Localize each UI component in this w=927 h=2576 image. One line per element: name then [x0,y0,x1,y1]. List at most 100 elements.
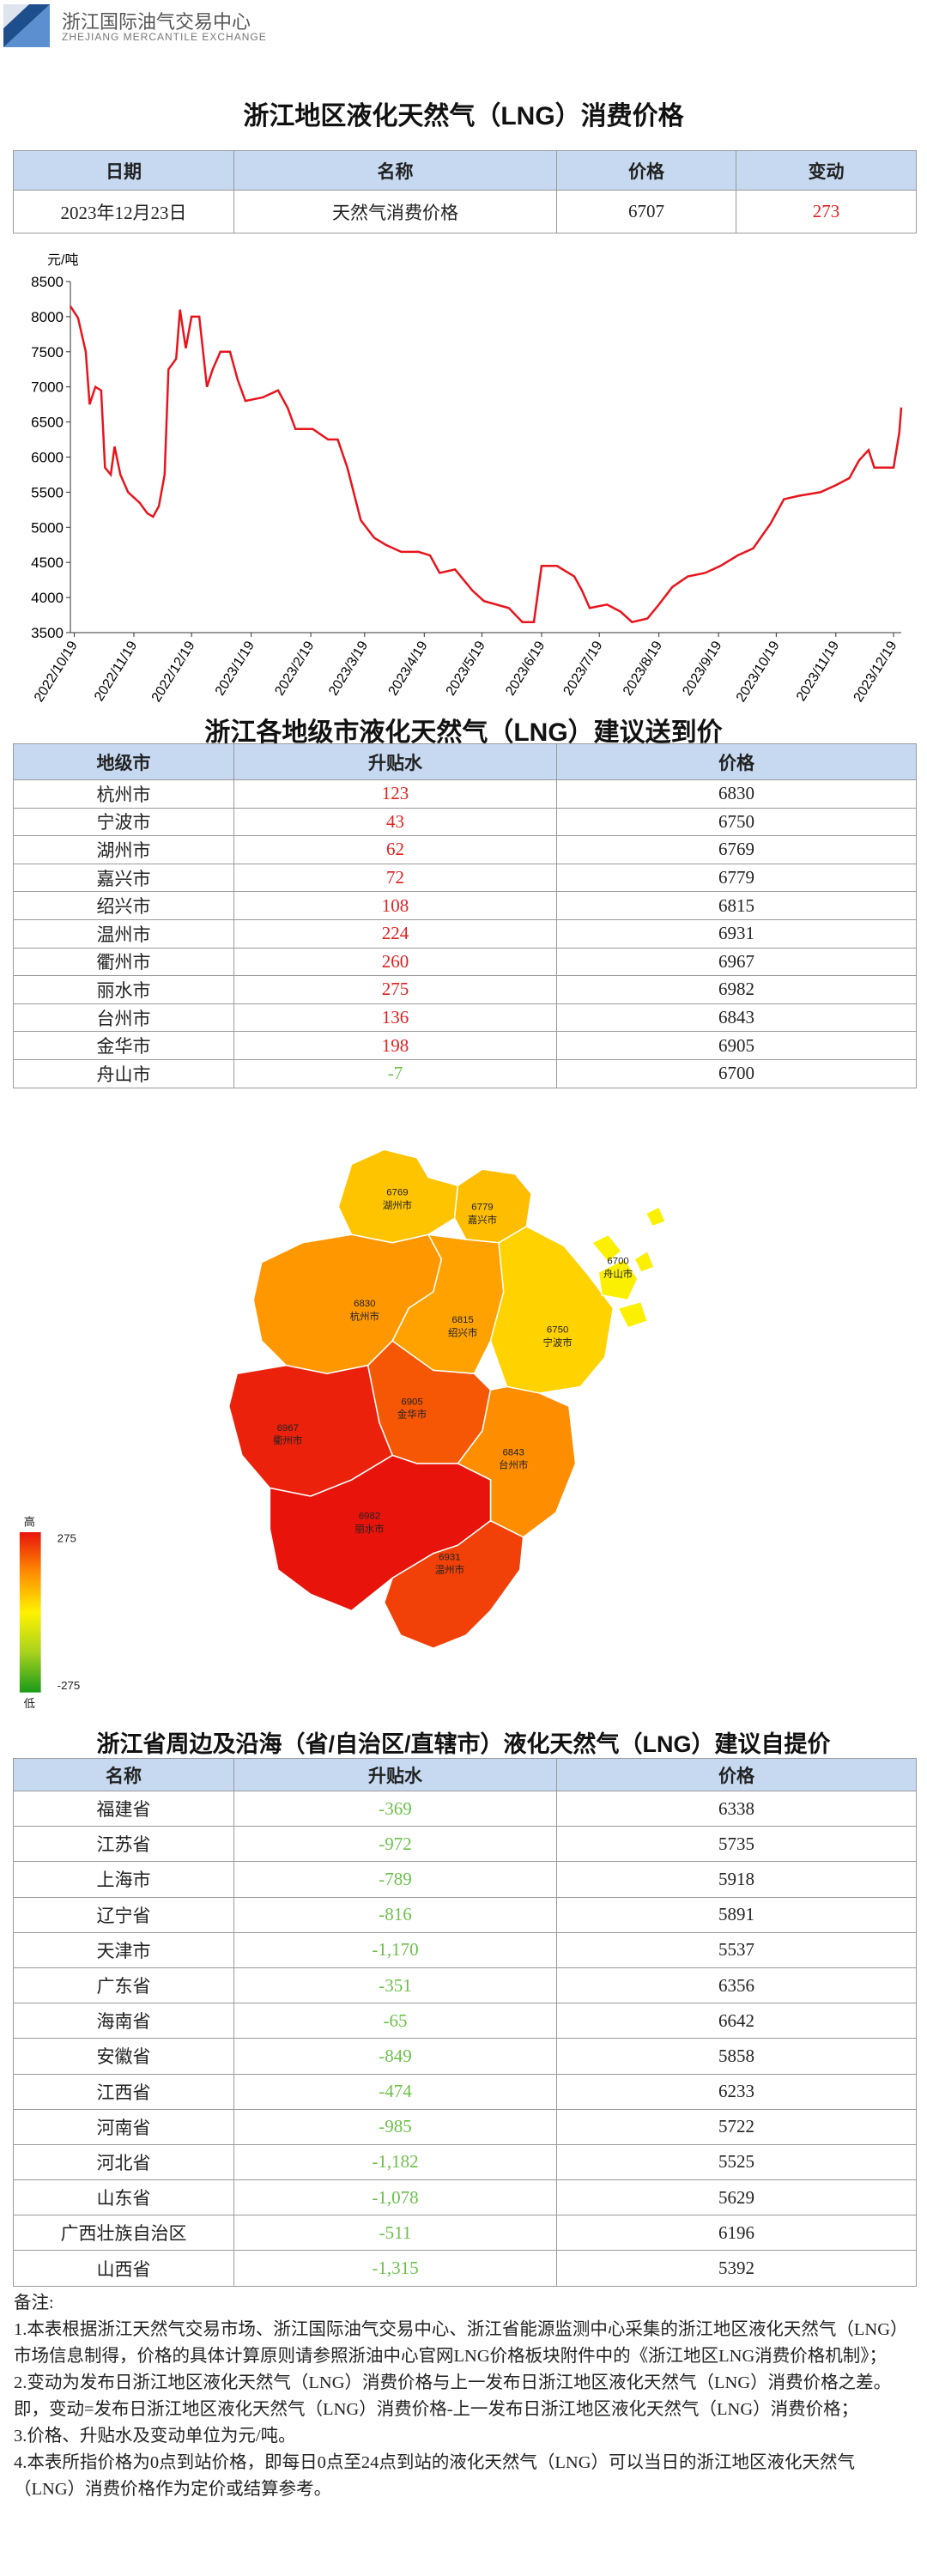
header-row: 地级市 升贴水 价格 [13,743,917,780]
legend-max: 275 [58,1531,76,1544]
map-region [616,1300,649,1329]
row: 山东省 -1,078 5629 [13,2179,917,2216]
cell: -511 [233,2215,557,2252]
cell: 5735 [556,1826,917,1863]
y-tick-label: 6500 [31,415,64,431]
cell: 上海市 [13,1861,234,1898]
legend-gradient [19,1531,41,1693]
header-cell: 升贴水 [233,1758,557,1791]
legend-high: 高 [24,1514,35,1528]
map-price: 6815 [451,1315,473,1325]
row: 台州市 136 6843 [13,1003,917,1033]
cell: -1,170 [233,1931,557,1968]
org-name: 浙江国际油气交易中心 [62,11,251,33]
header-cell: 变动 [736,150,917,191]
header-cell: 价格 [556,150,736,191]
y-tick-label: 4500 [31,555,64,571]
cell: 福建省 [13,1790,234,1827]
cell: 绍兴市 [13,891,234,920]
row: 杭州市 123 6830 [13,779,917,809]
cell: 108 [233,891,557,920]
cell: 123 [233,779,557,809]
y-tick-label: 5000 [31,519,64,536]
cell: 江西省 [13,2073,234,2110]
row: 绍兴市 108 6815 [13,891,917,920]
cell: 43 [233,807,557,837]
row: 嘉兴市 72 6779 [13,863,917,893]
cell: 河南省 [13,2108,234,2145]
map-city: 宁波市 [542,1336,572,1349]
x-tick-label: 2022/11/19 [92,639,140,704]
row: 2023年12月23日 天然气消费价格 6707 273 [13,190,917,233]
map-region [645,1205,667,1227]
row: 广西壮族自治区 -511 6196 [13,2215,917,2252]
cell: 198 [233,1031,557,1060]
cell: -789 [233,1861,557,1898]
cell: 广西壮族自治区 [13,2215,234,2252]
cell: 275 [233,975,557,1004]
map-city: 杭州市 [350,1310,379,1322]
x-tick-label: 2023/7/19 [560,639,605,698]
cell: 6830 [556,779,917,809]
cell: -351 [233,1967,557,2004]
price-line [69,305,903,624]
x-tick-label: 2023/1/19 [213,639,258,698]
map-price: 6967 [277,1423,299,1433]
map-city: 嘉兴市 [468,1214,497,1226]
province-title: 浙江省周边及沿海（省/自治区/直辖市）液化天然气（LNG）建议自提价 [96,1731,831,1757]
y-tick-label: 3500 [31,625,64,641]
cell: -65 [233,2003,557,2040]
y-tick-label: 7500 [31,344,64,361]
cell: 广东省 [13,1967,234,2004]
cell: 湖州市 [13,835,234,864]
cell: 衢州市 [13,947,234,977]
org-name-en: ZHEJIANG MERCANTILE EXCHANGE [62,31,267,43]
cell: 丽水市 [13,975,234,1004]
cell: 5918 [556,1861,917,1898]
cell: 温州市 [13,918,234,949]
city-table: 地级市 升贴水 价格 杭州市 123 6830 宁波市 43 6750 湖州市 62 6769 嘉兴市 7… [13,743,917,1088]
map-price: 6931 [439,1552,460,1562]
y-tick-label: 5500 [31,484,64,500]
cell: 5722 [556,2108,917,2145]
cell: 5891 [556,1896,917,1933]
cell: 6843 [556,1003,917,1033]
row: 海南省 -65 6642 [13,2003,917,2040]
map-price: 6830 [354,1299,375,1309]
map-price: 6700 [607,1257,628,1267]
map-price: 6779 [471,1203,493,1213]
cell: 宁波市 [13,807,234,837]
cell: 5525 [556,2143,917,2181]
row: 福建省 -369 6338 [13,1790,917,1827]
price-table: 日期 名称 价格 变动 2023年12月23日 天然气消费价格 6707 273 [13,150,917,233]
map-city: 衢州市 [273,1434,302,1446]
title: 浙江地区液化天然气（LNG）消费价格 [243,102,684,130]
row: 金华市 198 6905 [13,1031,917,1060]
map-city: 温州市 [435,1564,464,1576]
cell: -972 [233,1826,557,1863]
cell: -7 [233,1058,557,1088]
cell: 山西省 [13,2250,234,2287]
row: 江苏省 -972 5735 [13,1826,917,1863]
cell: 6356 [556,1967,917,2004]
row: 天津市 -1,170 5537 [13,1931,917,1968]
cell: -1,315 [233,2250,557,2287]
row: 舟山市 -7 6700 [13,1058,917,1088]
map-city: 台州市 [499,1459,528,1471]
cell: 224 [233,918,557,949]
header-row: 日期 名称 价格 变动 [13,150,917,191]
map-price: 6982 [359,1512,380,1522]
cell: 5392 [556,2250,917,2287]
cell: 6338 [556,1790,917,1827]
note: 2.变动为发布日浙江地区液化天然气（LNG）消费价格与上一发布日浙江地区液化天然… [14,2373,892,2419]
cell: -849 [233,2038,557,2075]
map-city: 舟山市 [603,1268,633,1280]
row: 丽水市 275 6982 [13,975,917,1004]
cell: 62 [233,835,557,864]
note: 1.本表根据浙江天然气交易市场、浙江国际油气交易中心、浙江省能源监测中心采集的浙… [14,2320,908,2366]
cell: 136 [233,1003,557,1033]
logo [3,4,50,47]
note: 备注: [14,2294,54,2312]
